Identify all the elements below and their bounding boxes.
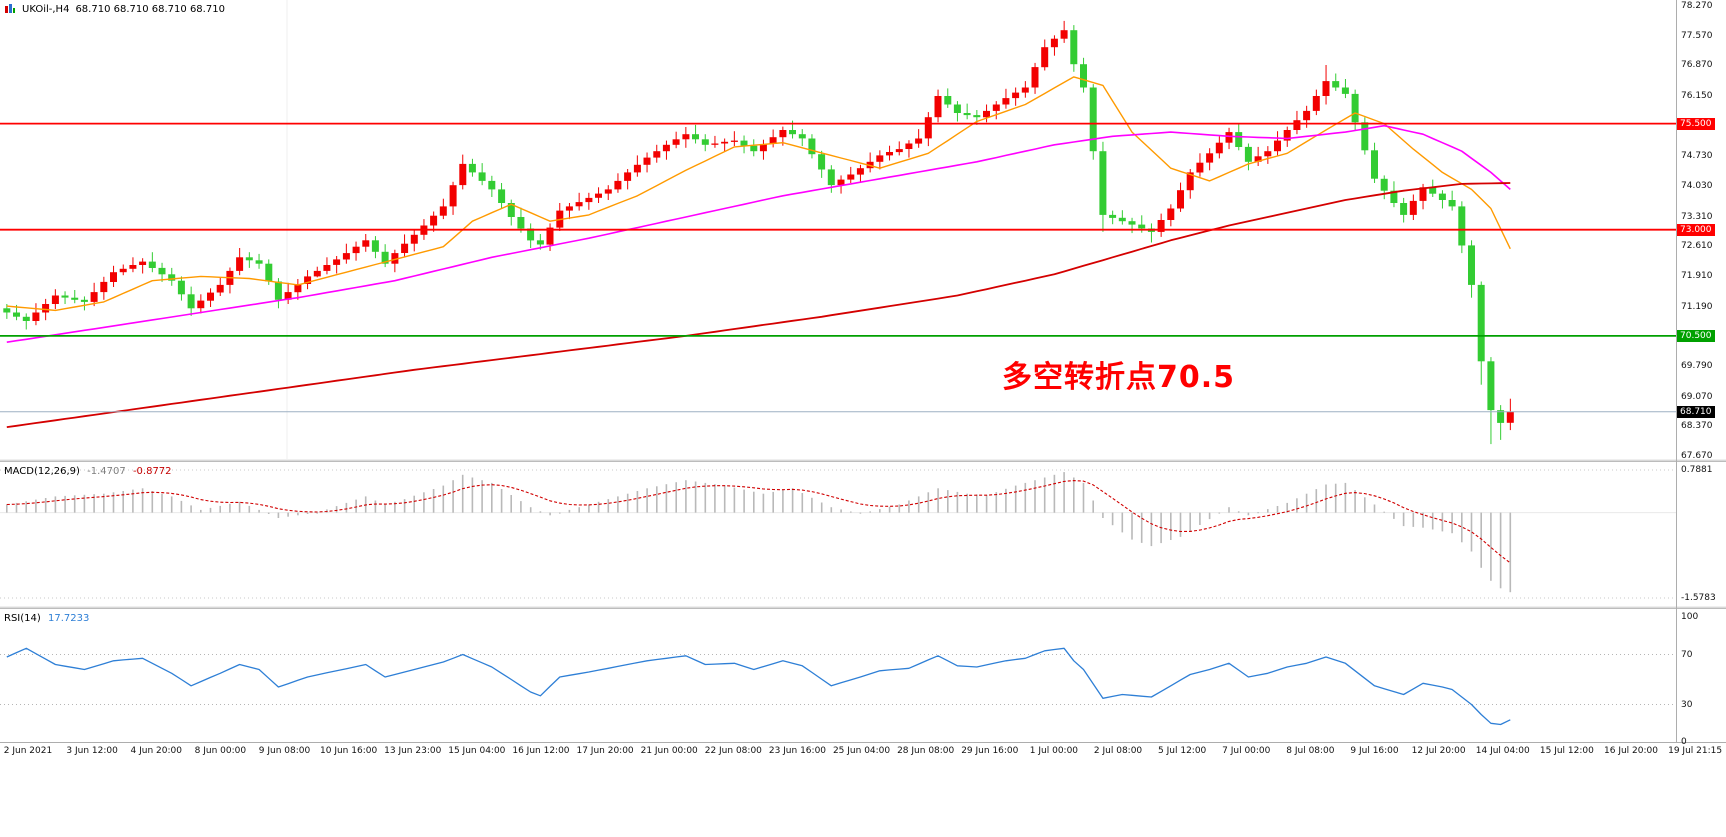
rsi-axis-label: 30	[1681, 699, 1693, 710]
macd-main-value: -1.4707	[87, 466, 126, 477]
macd-signal-line	[6, 480, 1511, 564]
rsi-label: RSI(14) 17.7233	[4, 613, 89, 624]
time-axis-label: 7 Jul 00:00	[1222, 746, 1271, 756]
rsi-axis-label: 70	[1681, 649, 1693, 660]
price-scale-area[interactable]	[1676, 0, 1726, 743]
time-axis-label: 22 Jun 08:00	[704, 746, 762, 756]
price-axis-label: 72.610	[1681, 241, 1713, 252]
price-axis-label: 71.190	[1681, 301, 1713, 312]
ma-fast-line	[6, 76, 1511, 312]
price-axis-label: 74.030	[1681, 181, 1713, 191]
time-axis-label: 1 Jul 00:00	[1029, 746, 1079, 756]
time-axis-label: 5 Jul 12:00	[1158, 746, 1207, 756]
ohlc-readout: 68.710 68.710 68.710 68.710	[75, 3, 225, 15]
time-axis-label: 9 Jul 16:00	[1350, 746, 1399, 756]
macd-indicator-canvas[interactable]	[0, 462, 1726, 606]
time-axis-label: 15 Jun 04:00	[448, 746, 506, 756]
price-axis-label: 67.670	[1681, 451, 1713, 461]
ma-slow-line	[6, 182, 1511, 428]
price-axis-label: 68.370	[1681, 421, 1713, 432]
price-axis-label: 76.870	[1681, 60, 1713, 71]
macd-name: MACD(12,26,9)	[4, 466, 80, 477]
time-axis-label: 2 Jul 08:00	[1093, 746, 1143, 756]
time-axis-label: 28 Jun 08:00	[897, 746, 955, 756]
time-axis-label: 10 Jun 16:00	[320, 746, 378, 756]
macd-label: MACD(12,26,9) -1.4707 -0.8772	[4, 466, 172, 477]
current-price-tag: 68.710	[1677, 405, 1715, 418]
ma-mid-line	[6, 124, 1511, 343]
time-axis-label: 14 Jul 04:00	[1475, 746, 1530, 756]
time-axis-label: 23 Jun 16:00	[768, 746, 827, 756]
price-axis-label: 74.730	[1681, 151, 1713, 162]
macd-axis-label: 0.7881	[1681, 465, 1713, 475]
price-axis-label: 77.570	[1681, 30, 1713, 41]
annotation-text: 多空转折点70.5	[1002, 360, 1236, 395]
time-axis-label: 8 Jul 08:00	[1286, 746, 1335, 756]
price-level-tag: 73.000	[1677, 223, 1715, 236]
time-axis-label: 16 Jun 12:00	[512, 746, 570, 756]
rsi-line	[6, 647, 1511, 726]
time-axis-border	[0, 742, 1726, 743]
time-axis-label: 12 Jul 20:00	[1411, 746, 1466, 756]
price-axis-label: 69.070	[1681, 391, 1713, 402]
time-axis-label: 15 Jul 12:00	[1539, 746, 1594, 756]
rsi-axis-label: 100	[1681, 612, 1699, 622]
time-axis-label: 21 Jun 00:00	[640, 746, 698, 756]
time-axis-label: 9 Jun 08:00	[258, 746, 311, 756]
time-axis-label: 16 Jul 20:00	[1604, 746, 1658, 756]
macd-axis-label: -1.5783	[1681, 593, 1716, 603]
rsi-name: RSI(14)	[4, 613, 41, 624]
time-axis-label: 2 Jun 2021	[3, 746, 53, 756]
price-scale-border	[1676, 0, 1677, 743]
time-axis-label: 25 Jun 04:00	[832, 746, 891, 756]
rsi-axis-label: 0	[1681, 737, 1687, 747]
time-axis-label: 19 Jul 21:15	[1668, 746, 1723, 756]
macd-histogram	[6, 472, 1512, 593]
time-axis-label: 13 Jun 23:00	[384, 746, 442, 756]
candles-layer	[3, 20, 1514, 445]
time-axis-label: 8 Jun 00:00	[194, 746, 247, 756]
time-axis-label: 3 Jun 12:00	[66, 746, 118, 756]
price-axis-label: 78.270	[1681, 1, 1713, 11]
price-level-tag: 70.500	[1677, 329, 1715, 342]
macd-signal-value: -0.8772	[132, 466, 172, 477]
time-axis-label: 17 Jun 20:00	[576, 746, 634, 756]
chart-icon	[5, 4, 15, 13]
price-level-tag: 75.500	[1677, 117, 1715, 130]
time-axis-label: 29 Jun 16:00	[961, 746, 1019, 756]
price-axis-label: 73.310	[1681, 211, 1713, 222]
time-axis-label: 4 Jun 20:00	[130, 746, 182, 756]
price-axis-label: 71.910	[1681, 271, 1713, 281]
rsi-value: 17.7233	[47, 613, 90, 624]
price-axis-label: 69.790	[1681, 361, 1713, 371]
rsi-indicator-canvas[interactable]	[0, 609, 1726, 742]
symbol-readout: UKOil-,H4 68.710 68.710 68.710 68.710	[4, 3, 225, 15]
panel-splitter-macd[interactable]	[0, 459, 1726, 462]
symbol-timeframe: UKOil-,H4	[22, 3, 70, 15]
price-axis-label: 76.150	[1681, 91, 1713, 101]
panel-splitter-rsi[interactable]	[0, 606, 1726, 609]
price-chart-canvas[interactable]	[0, 0, 1726, 459]
